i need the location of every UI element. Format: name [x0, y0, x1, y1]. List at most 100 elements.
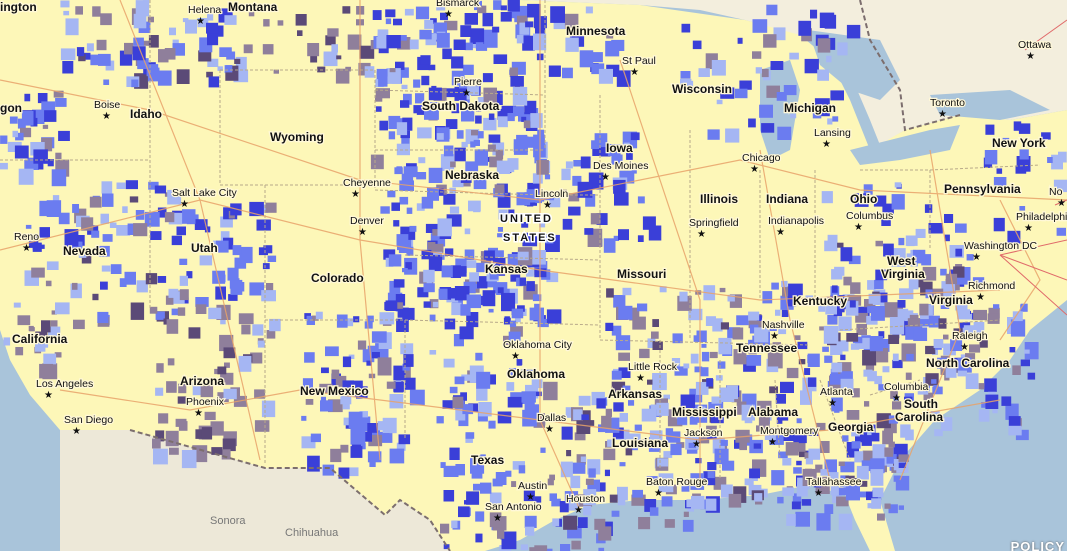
- county-block: [224, 15, 237, 25]
- county-block: [432, 229, 438, 236]
- county-block: [30, 117, 38, 127]
- county-block: [879, 300, 887, 306]
- county-block: [507, 113, 515, 122]
- county-block: [420, 55, 431, 65]
- county-block: [398, 434, 411, 445]
- county-block: [41, 320, 51, 333]
- county-block: [560, 544, 571, 551]
- county-block: [891, 194, 905, 210]
- county-block: [382, 417, 397, 434]
- city-marker-icon: ★: [601, 172, 610, 183]
- county-block: [638, 517, 651, 530]
- county-block: [619, 413, 628, 422]
- county-block: [454, 376, 465, 385]
- county-block: [930, 288, 944, 300]
- city-marker-icon: ★: [444, 9, 453, 20]
- county-block: [748, 311, 760, 321]
- county-block: [628, 400, 635, 406]
- county-block: [993, 177, 1007, 193]
- county-block: [827, 472, 839, 487]
- county-block: [423, 283, 435, 293]
- county-block: [424, 19, 434, 29]
- county-block: [629, 307, 640, 321]
- county-block: [510, 326, 523, 337]
- county-block: [331, 44, 338, 53]
- county-block: [386, 381, 396, 389]
- city-label-austin: Austin: [518, 480, 547, 492]
- county-block: [312, 315, 319, 321]
- city-marker-icon: ★: [828, 398, 837, 409]
- city-label-boise: Boise: [94, 99, 120, 111]
- county-block: [783, 85, 797, 96]
- state-label-mississippi: Mississippi: [672, 405, 737, 419]
- county-block: [459, 326, 474, 340]
- county-block: [577, 181, 593, 198]
- county-block: [473, 139, 480, 146]
- county-block: [573, 160, 582, 167]
- county-block: [658, 473, 674, 493]
- county-block: [642, 216, 656, 230]
- county-block: [464, 249, 475, 260]
- county-block: [707, 462, 717, 471]
- county-block: [957, 357, 972, 371]
- county-block: [966, 254, 974, 261]
- county-block: [263, 245, 273, 254]
- city-label-los-angeles: Los Angeles: [36, 378, 93, 390]
- county-block: [359, 411, 368, 418]
- county-block: [155, 387, 164, 396]
- city-label-raleigh: Raleigh: [952, 330, 988, 342]
- county-block: [827, 315, 838, 325]
- county-block: [840, 461, 855, 473]
- county-block: [626, 153, 633, 160]
- state-label-nebraska: Nebraska: [445, 168, 499, 182]
- county-block: [544, 174, 551, 180]
- county-block: [55, 302, 70, 315]
- county-block: [15, 132, 24, 141]
- county-block: [782, 458, 792, 466]
- county-block: [940, 417, 953, 431]
- county-block: [801, 499, 812, 506]
- county-block: [585, 6, 593, 14]
- county-block: [551, 498, 561, 507]
- county-block: [477, 5, 487, 14]
- county-block: [739, 441, 747, 451]
- county-block: [507, 396, 523, 408]
- county-block: [396, 442, 406, 451]
- county-block: [460, 173, 472, 183]
- county-block: [409, 225, 417, 232]
- county-block: [497, 116, 508, 128]
- county-block: [821, 191, 833, 204]
- county-block: [207, 58, 219, 67]
- city-label-phoenix: Phoenix: [186, 396, 225, 408]
- county-block: [820, 469, 829, 476]
- county-block: [436, 32, 450, 48]
- county-block: [878, 384, 885, 391]
- county-block: [700, 367, 709, 377]
- county-block: [431, 243, 444, 253]
- county-block: [925, 345, 936, 355]
- county-block: [517, 251, 529, 261]
- county-block: [494, 250, 504, 257]
- county-block: [826, 55, 832, 63]
- county-block: [892, 401, 902, 410]
- county-block: [622, 385, 631, 393]
- county-block: [573, 409, 583, 420]
- county-block: [403, 93, 412, 105]
- county-block: [578, 517, 588, 528]
- county-block: [706, 378, 713, 387]
- county-block: [1015, 165, 1027, 174]
- county-block: [810, 9, 818, 19]
- city-marker-icon: ★: [511, 351, 520, 362]
- county-block: [580, 156, 591, 169]
- county-block: [532, 173, 543, 184]
- county-block: [869, 336, 883, 352]
- county-block: [532, 294, 542, 302]
- county-block: [690, 473, 705, 490]
- county-block: [711, 60, 726, 76]
- county-block: [664, 519, 675, 528]
- county-block: [215, 286, 226, 300]
- county-block: [795, 441, 806, 452]
- county-block: [386, 35, 401, 49]
